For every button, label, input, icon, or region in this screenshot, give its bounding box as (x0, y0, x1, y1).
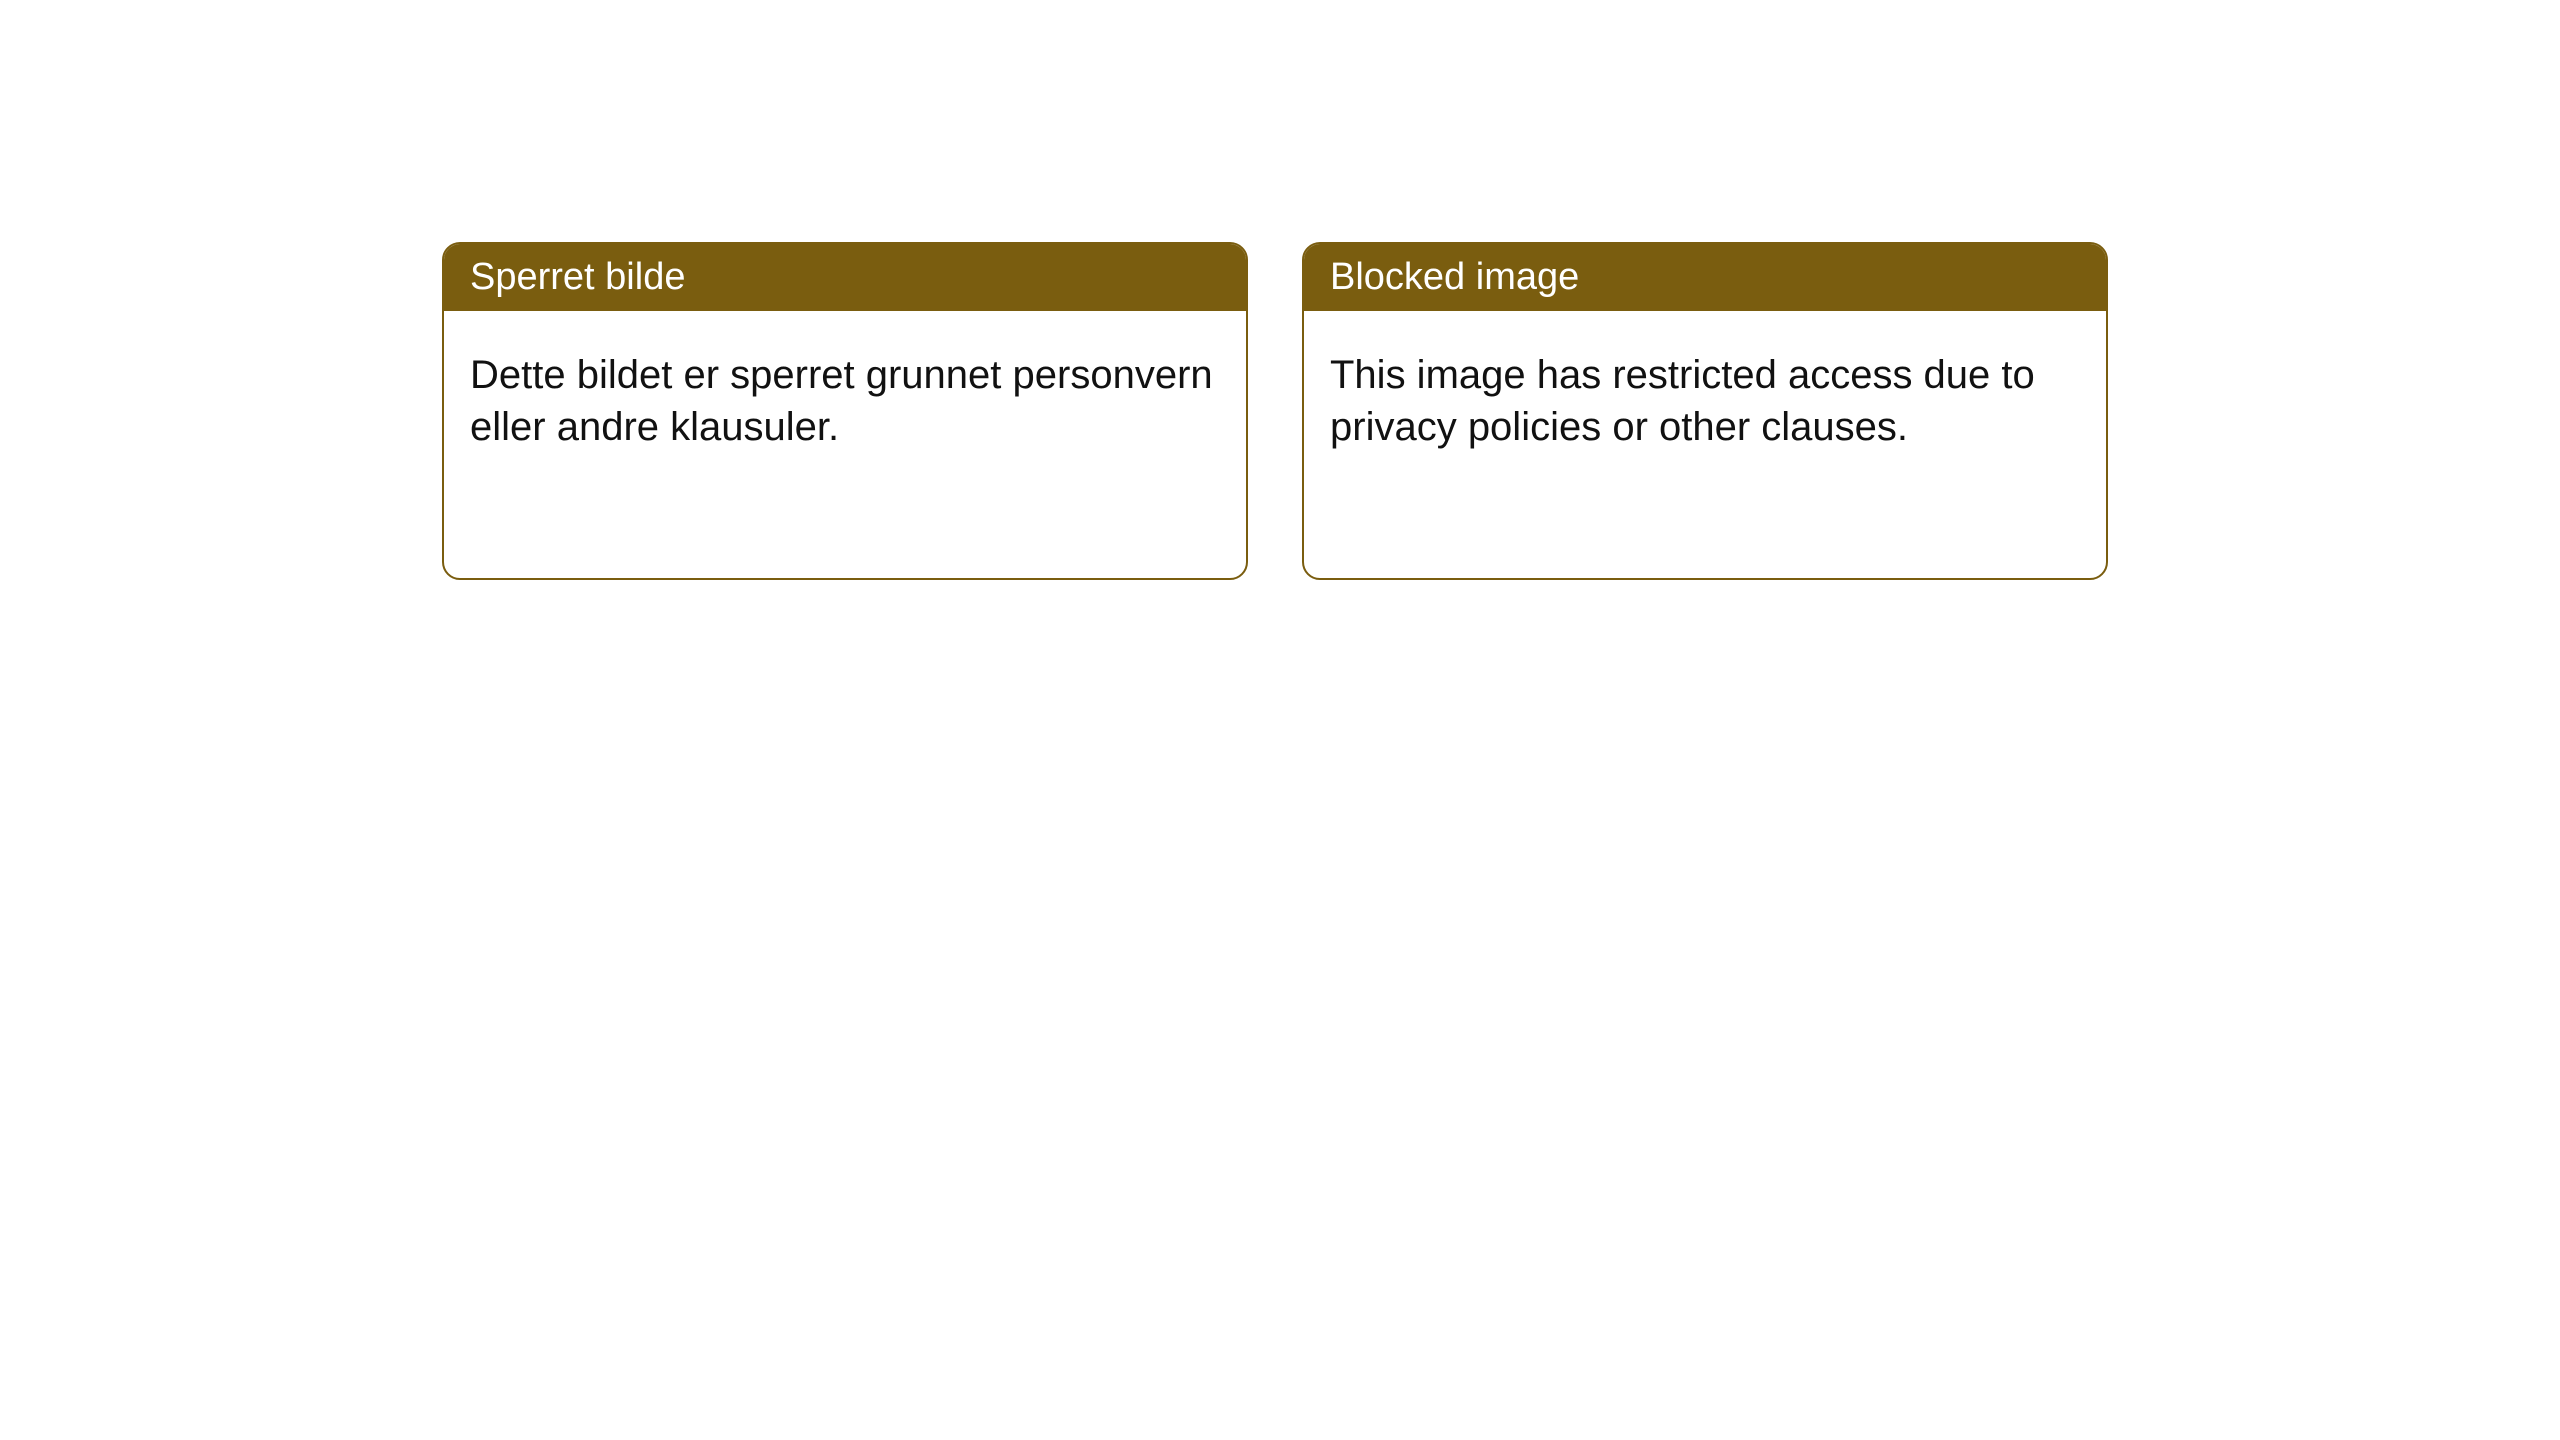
notice-body-no: Dette bildet er sperret grunnet personve… (444, 311, 1246, 491)
notice-body-en: This image has restricted access due to … (1304, 311, 2106, 491)
notice-card-en: Blocked image This image has restricted … (1302, 242, 2108, 580)
notice-container: Sperret bilde Dette bildet er sperret gr… (442, 242, 2108, 580)
notice-title-no: Sperret bilde (444, 244, 1246, 311)
notice-card-no: Sperret bilde Dette bildet er sperret gr… (442, 242, 1248, 580)
notice-title-en: Blocked image (1304, 244, 2106, 311)
